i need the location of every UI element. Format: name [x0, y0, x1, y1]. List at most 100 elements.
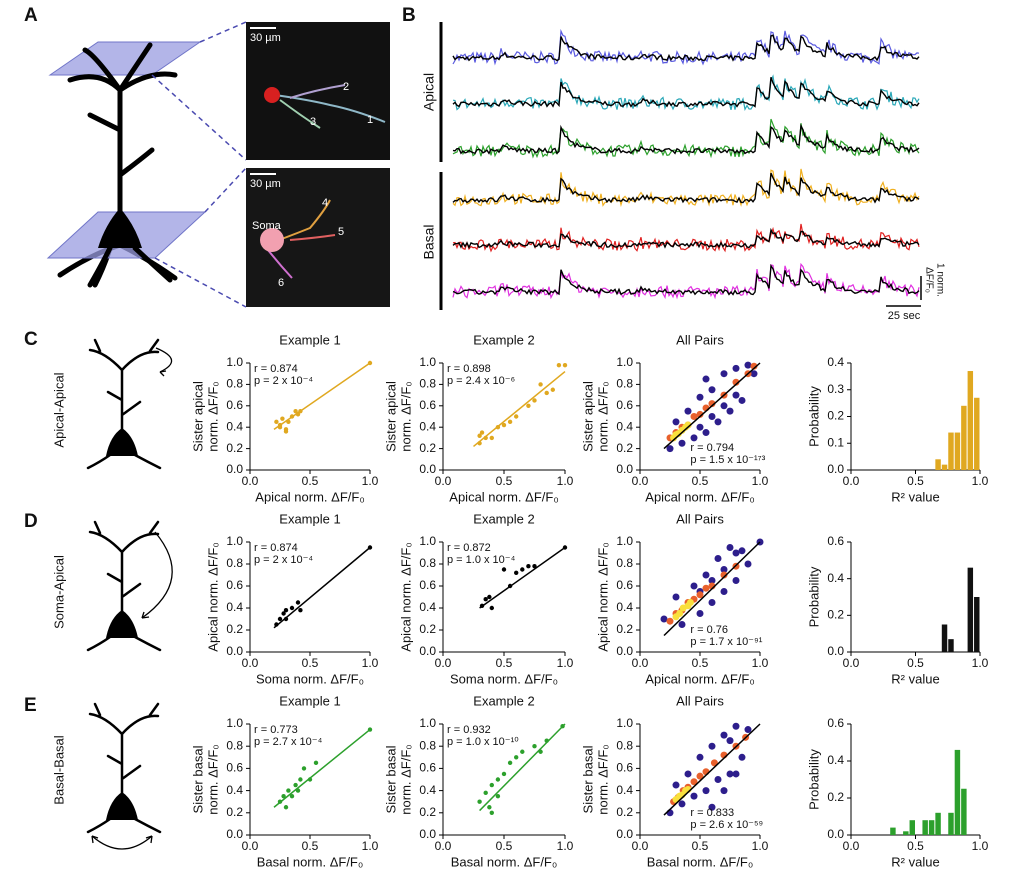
point: [507, 760, 513, 766]
group-label: Apical: [421, 73, 437, 111]
y-tick-label: 0.6: [616, 578, 633, 592]
point: [684, 407, 692, 415]
y-tick-label: 1.0: [226, 355, 243, 369]
row-schematic: [86, 520, 162, 652]
x-tick-label: 1.0: [557, 839, 574, 853]
point: [293, 408, 298, 414]
point: [726, 544, 734, 551]
y-tick-label: 0.2: [827, 790, 844, 804]
neuron-schematic: [46, 21, 247, 308]
point: [672, 418, 680, 426]
point: [696, 423, 704, 431]
x-tick-label: 0.0: [632, 839, 649, 853]
y-tick-label: 0.4: [419, 783, 436, 797]
point: [526, 564, 531, 569]
y-axis-label: Probability: [806, 749, 821, 810]
point: [690, 434, 698, 442]
point: [714, 418, 722, 426]
x-tick-label: 1.0: [557, 474, 574, 488]
y-tick-label: 0.2: [827, 608, 844, 622]
stat-annotation: r = 0.874: [254, 542, 298, 554]
y-tick-label: 0.6: [226, 398, 243, 412]
point: [708, 577, 716, 584]
row-label: Basal-Basal: [51, 735, 66, 804]
y-tick-label: 0.6: [827, 534, 844, 548]
row-schematic: [86, 702, 162, 834]
point: [690, 413, 698, 420]
x-tick-label: 0.0: [843, 839, 860, 853]
stat-annotation: r = 0.874: [254, 363, 298, 375]
panel-label: C: [24, 329, 38, 350]
y-axis-label: norm. ΔF/F₀: [398, 744, 413, 814]
point: [283, 608, 289, 613]
point: [520, 749, 525, 754]
trace-mean: [452, 76, 920, 108]
bar: [890, 827, 896, 835]
point: [696, 610, 704, 617]
point: [696, 393, 704, 401]
y-tick-label: 0.0: [226, 827, 243, 841]
fit-line: [663, 723, 761, 816]
y-tick-label: 0.0: [827, 827, 844, 841]
point: [708, 413, 716, 420]
y-tick-label: 0.2: [616, 622, 633, 636]
bar: [903, 831, 909, 835]
bar: [941, 464, 948, 470]
point: [298, 777, 303, 782]
point: [532, 564, 537, 569]
fit-line: [473, 370, 566, 448]
point: [720, 787, 728, 795]
point: [666, 445, 674, 453]
point: [313, 760, 319, 766]
x-tick-label: 0.5: [907, 474, 924, 488]
y-tick-label: 0.8: [226, 738, 243, 752]
point: [501, 422, 507, 428]
y-tick-label: 0.0: [616, 462, 633, 476]
point: [562, 362, 568, 368]
point: [660, 615, 668, 623]
point: [708, 386, 716, 394]
bar: [928, 820, 935, 835]
point: [280, 416, 285, 421]
y-tick-label: 0.6: [226, 578, 243, 592]
bar: [961, 405, 967, 470]
chart-title: Example 1: [279, 332, 340, 347]
trace: [452, 28, 920, 66]
y-tick-label: 1.0: [226, 534, 243, 548]
point: [686, 599, 694, 606]
y-tick-label: 0.4: [616, 600, 633, 614]
y-tick-label: 0.0: [419, 644, 436, 658]
point: [489, 810, 494, 815]
x-axis-label: Apical norm. ΔF/F₀: [255, 489, 364, 504]
bar: [941, 624, 948, 652]
x-tick-label: 0.5: [496, 839, 513, 853]
y-tick-label: 0.0: [226, 644, 243, 658]
y-axis-label: Apical norm. ΔF/F₀: [205, 542, 220, 651]
x-tick-label: 1.0: [362, 839, 379, 853]
point: [556, 362, 562, 368]
chart-title: All Pairs: [676, 693, 724, 708]
x-tick-label: 1.0: [752, 656, 769, 670]
point: [732, 378, 740, 386]
point: [696, 410, 704, 418]
point: [720, 370, 728, 378]
point: [672, 781, 680, 789]
scatter-chart: Example 10.0 0.5 1.00.00.20.40.60.81.0Soma…: [205, 511, 378, 686]
point: [732, 364, 740, 372]
point: [738, 753, 746, 761]
histogram-chart: 0.0 0.5 1.0 0.0 0.2 0.4 0.6 R² value Probability: [806, 534, 988, 686]
y-tick-label: 0.0: [226, 462, 243, 476]
point: [301, 766, 307, 771]
point: [298, 608, 303, 613]
bar: [948, 639, 954, 652]
y-tick-label: 0.6: [226, 761, 243, 775]
point: [690, 792, 698, 800]
x-tick-label: 0.5: [302, 656, 319, 670]
soma: [98, 208, 142, 248]
point: [708, 742, 716, 750]
x-axis-label: Apical norm. ΔF/F₀: [645, 489, 754, 504]
y-tick-label: 0.0: [419, 827, 436, 841]
